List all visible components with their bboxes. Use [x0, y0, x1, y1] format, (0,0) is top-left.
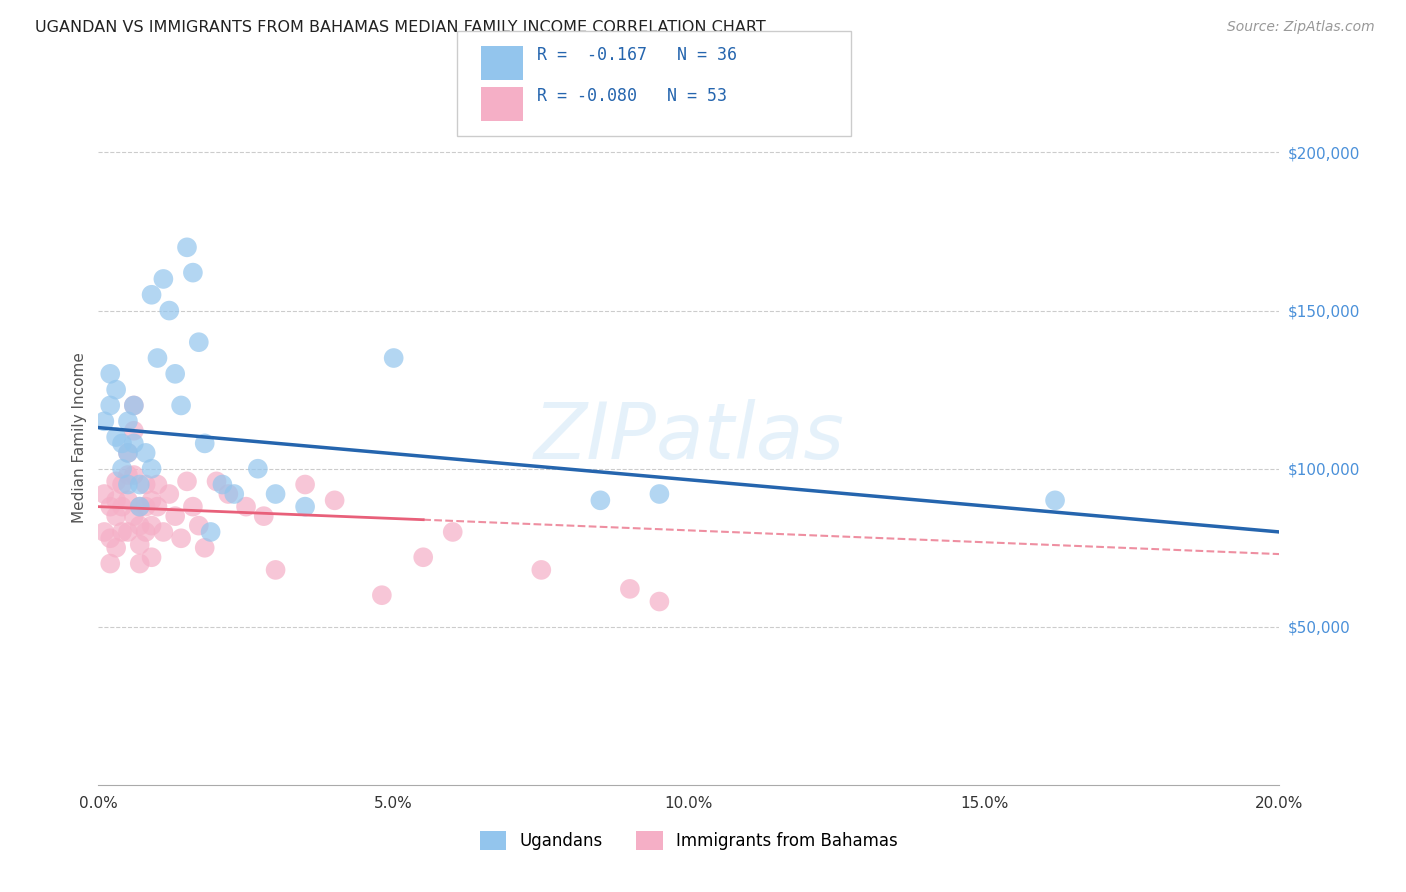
Point [105, 430, 128, 444]
Point [111, 461, 134, 475]
Point [181, 266, 204, 280]
Point [382, 351, 405, 365]
Point [648, 594, 671, 608]
Point [146, 351, 169, 365]
Point [111, 436, 134, 450]
Point [170, 531, 193, 545]
Point [105, 493, 128, 508]
Point [98, 367, 121, 381]
Point [157, 303, 180, 318]
Point [412, 550, 434, 565]
Point [205, 475, 228, 489]
Point [105, 475, 128, 489]
Point [135, 477, 157, 491]
Point [135, 524, 157, 539]
Point [176, 475, 198, 489]
Point [530, 563, 553, 577]
Point [122, 399, 145, 413]
Point [128, 477, 150, 491]
Point [128, 500, 150, 514]
Point [128, 538, 150, 552]
Point [253, 509, 276, 524]
Point [105, 541, 128, 555]
Point [589, 493, 612, 508]
Text: UGANDAN VS IMMIGRANTS FROM BAHAMAS MEDIAN FAMILY INCOME CORRELATION CHART: UGANDAN VS IMMIGRANTS FROM BAHAMAS MEDIA… [35, 20, 766, 35]
Point [141, 550, 163, 565]
Text: ZIPatlas: ZIPatlas [533, 399, 845, 475]
Point [294, 477, 316, 491]
Point [117, 446, 139, 460]
Point [135, 500, 157, 514]
Point [371, 588, 394, 602]
Point [111, 477, 134, 491]
Point [111, 524, 134, 539]
Point [105, 509, 128, 524]
Point [122, 436, 145, 450]
Point [122, 509, 145, 524]
Text: Source: ZipAtlas.com: Source: ZipAtlas.com [1227, 20, 1375, 34]
Point [93, 487, 115, 501]
Text: R =  -0.167   N = 36: R = -0.167 N = 36 [537, 46, 737, 64]
Point [264, 487, 287, 501]
Point [176, 240, 198, 254]
Point [93, 414, 115, 428]
Point [122, 468, 145, 483]
Point [117, 493, 139, 508]
Point [235, 500, 257, 514]
Point [294, 500, 316, 514]
Point [128, 518, 150, 533]
Point [117, 468, 139, 483]
Point [152, 524, 174, 539]
Point [246, 461, 269, 475]
Point [194, 436, 217, 450]
Point [211, 477, 233, 491]
Point [122, 424, 145, 438]
Point [122, 399, 145, 413]
Y-axis label: Median Family Income: Median Family Income [72, 351, 87, 523]
Point [181, 500, 204, 514]
Point [200, 524, 222, 539]
Point [648, 487, 671, 501]
Point [117, 446, 139, 460]
Point [146, 500, 169, 514]
Legend: Ugandans, Immigrants from Bahamas: Ugandans, Immigrants from Bahamas [472, 824, 905, 856]
Point [111, 500, 134, 514]
Point [264, 563, 287, 577]
Point [93, 524, 115, 539]
Point [165, 509, 187, 524]
Point [135, 446, 157, 460]
Point [441, 524, 464, 539]
Point [128, 500, 150, 514]
Point [98, 500, 121, 514]
Point [1043, 493, 1066, 508]
Point [98, 531, 121, 545]
Point [117, 477, 139, 491]
Point [141, 461, 163, 475]
Point [141, 518, 163, 533]
Point [152, 272, 174, 286]
Point [323, 493, 346, 508]
Point [157, 487, 180, 501]
Point [128, 557, 150, 571]
Text: R = -0.080   N = 53: R = -0.080 N = 53 [537, 87, 727, 105]
Point [619, 582, 641, 596]
Point [117, 524, 139, 539]
Point [98, 399, 121, 413]
Point [194, 541, 217, 555]
Point [170, 399, 193, 413]
Point [224, 487, 246, 501]
Point [141, 493, 163, 508]
Point [98, 557, 121, 571]
Point [146, 477, 169, 491]
Point [217, 487, 239, 501]
Point [165, 367, 187, 381]
Point [187, 335, 209, 350]
Point [117, 414, 139, 428]
Point [187, 518, 209, 533]
Point [141, 287, 163, 301]
Point [105, 383, 128, 397]
